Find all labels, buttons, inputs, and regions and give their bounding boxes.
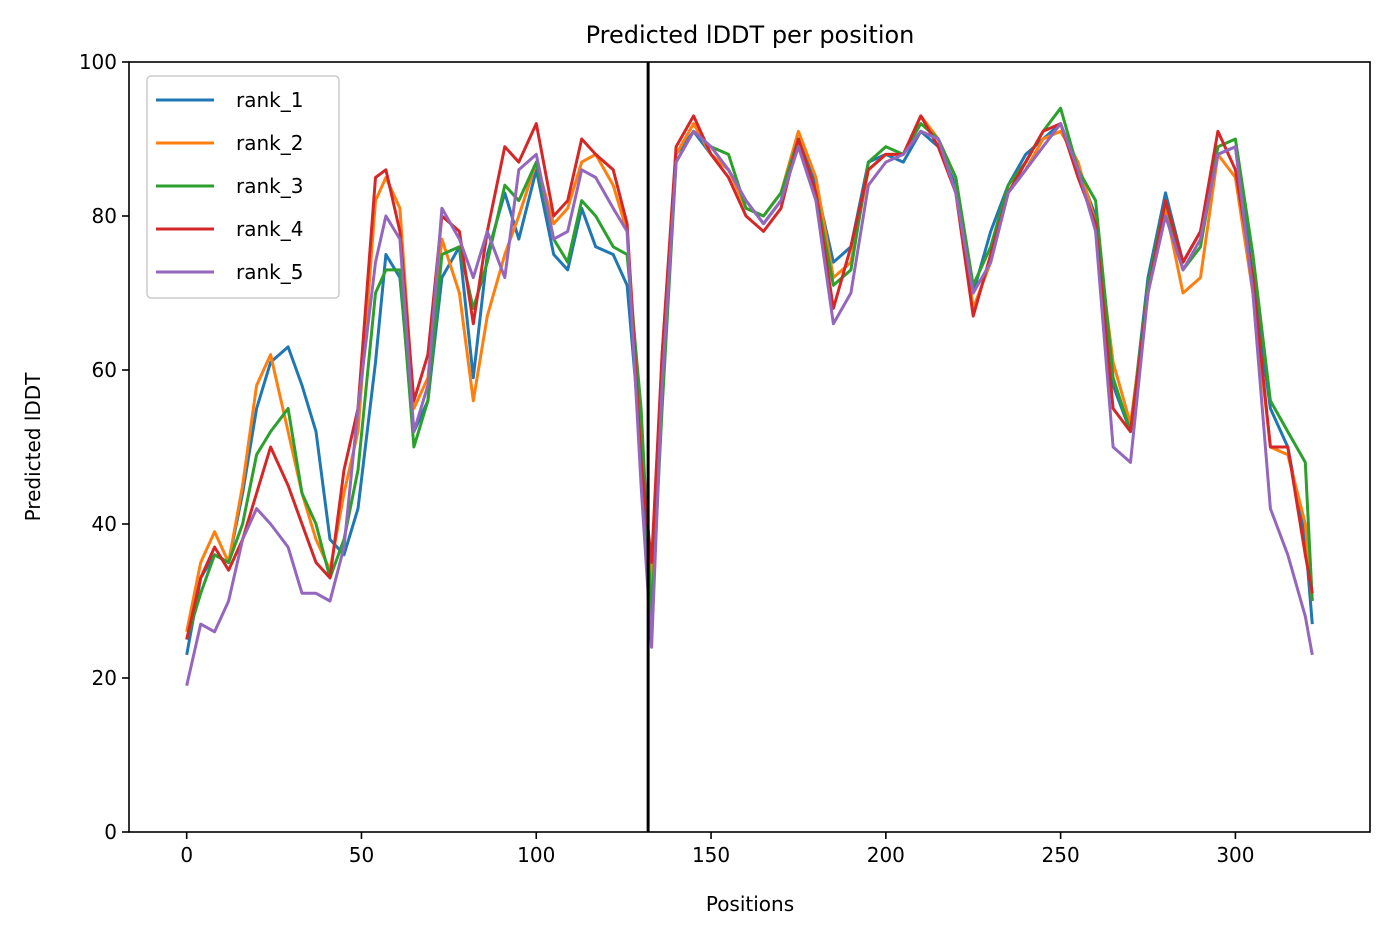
x-tick-label: 200 xyxy=(867,843,905,867)
legend-box xyxy=(146,75,340,299)
chart-title: Predicted lDDT per position xyxy=(586,21,915,49)
legend: rank_1 rank_2 rank_3 rank_4 rank_5 xyxy=(146,75,340,299)
x-tick-label: 100 xyxy=(517,843,555,867)
y-tick-label: 60 xyxy=(92,358,117,382)
legend-label-rank-4: rank_4 xyxy=(236,217,303,241)
y-axis: 0 20 40 60 80 100 xyxy=(79,50,129,844)
series-line-rank-1 xyxy=(185,122,1314,656)
legend-label-rank-2: rank_2 xyxy=(236,131,303,155)
y-tick-label: 40 xyxy=(92,512,117,536)
x-tick-label: 0 xyxy=(180,843,193,867)
y-tick-label: 80 xyxy=(92,204,117,228)
legend-label-rank-3: rank_3 xyxy=(236,174,303,198)
y-tick-label: 100 xyxy=(79,50,117,74)
x-tick-label: 150 xyxy=(692,843,730,867)
y-tick-label: 20 xyxy=(92,666,117,690)
x-tick-label: 50 xyxy=(349,843,374,867)
x-axis-title: Positions xyxy=(706,892,794,916)
x-tick-label: 300 xyxy=(1216,843,1254,867)
plot-area xyxy=(185,62,1314,832)
x-tick-label: 250 xyxy=(1042,843,1080,867)
y-tick-label: 0 xyxy=(104,820,117,844)
x-axis: 0 50 100 150 200 250 300 xyxy=(180,832,1255,867)
legend-label-rank-1: rank_1 xyxy=(236,88,303,112)
series-line-rank-5 xyxy=(185,122,1314,687)
plot-frame xyxy=(128,61,1371,833)
legend-label-rank-5: rank_5 xyxy=(236,260,303,284)
y-axis-title: Predicted lDDT xyxy=(21,372,45,522)
